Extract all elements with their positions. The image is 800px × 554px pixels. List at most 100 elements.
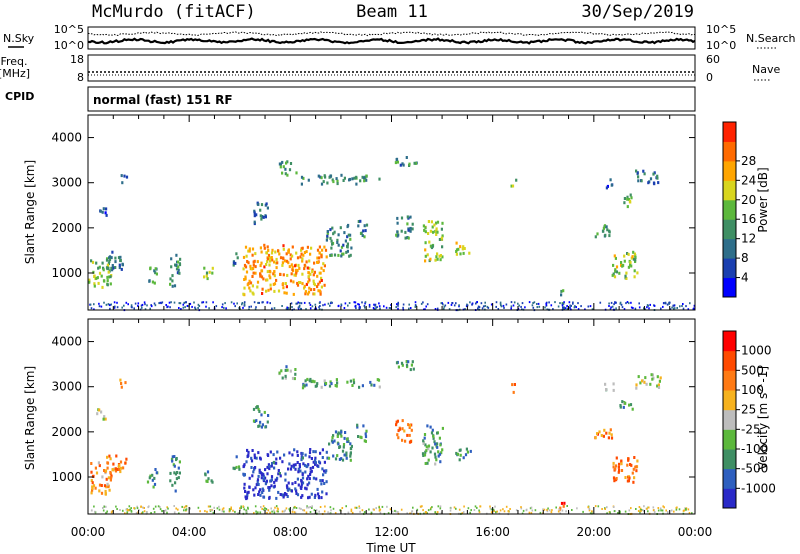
heatmap-cell [107,303,110,306]
heatmap-cell [365,174,368,178]
heatmap-cell [406,215,409,219]
heatmap-cell [625,302,627,305]
heatmap-cell [494,505,496,508]
heatmap-cell [338,457,341,461]
heatmap-cell [310,457,313,460]
heatmap-cell [657,509,660,512]
heatmap-cell [376,378,379,382]
heatmap-cell [632,257,635,261]
heatmap-cell [636,271,639,275]
heatmap-cell [270,507,272,510]
heatmap-cell [676,506,678,509]
heatmap-cell [308,271,311,275]
heatmap-cell [565,510,567,513]
heatmap-cell [282,257,285,261]
heatmap-cell [363,224,366,228]
heatmap-cell [175,457,178,460]
heatmap-cell [287,467,290,471]
heatmap-cell [370,383,373,387]
heatmap-cell [290,489,293,493]
heatmap-cell [634,254,637,258]
heatmap-cell [106,461,110,465]
heatmap-cell [468,251,471,255]
heatmap-cell [349,454,352,458]
heatmap-cell [322,304,324,307]
heatmap-cell [295,171,298,175]
heatmap-cell [118,468,121,471]
heatmap-cell [606,506,608,509]
heatmap-cell [476,301,478,303]
heatmap-cell [408,426,411,429]
heatmap-cell [340,430,343,434]
heatmap-cell [479,505,482,508]
heatmap-cell [396,433,399,437]
heatmap-cell [149,266,152,270]
heatmap-cell [281,376,284,380]
heatmap-cell [289,279,293,283]
heatmap-cell [300,302,303,305]
heatmap-cell [321,490,324,494]
heatmap-cell [436,442,439,446]
heatmap-cell [292,508,294,511]
heatmap-cell [435,255,438,259]
heatmap-cell [521,308,523,311]
heatmap-cell [309,473,312,476]
heatmap-cell [318,510,320,513]
heatmap-cell [102,207,105,211]
heatmap-cell [141,511,144,514]
heatmap-cell [259,274,262,278]
heatmap-cell [106,275,109,279]
heatmap-cell [283,510,285,513]
heatmap-cell [296,302,299,305]
heatmap-cell [281,305,283,307]
heatmap-cell [346,380,349,384]
heatmap-cell [611,273,614,277]
heatmap-cell [397,304,399,307]
heatmap-cell [355,506,358,509]
heatmap-cell [544,306,546,309]
heatmap-cell [520,305,522,308]
velocity-heatmap [90,360,693,516]
heatmap-cell [301,476,305,480]
heatmap-cell [513,383,516,386]
heatmap-cell [244,245,248,249]
heatmap-cell [409,229,412,233]
heatmap-cell [619,512,621,515]
heatmap-cell [153,511,156,514]
heatmap-cell [285,365,288,369]
heatmap-cell [466,450,469,454]
heatmap-cell [265,479,268,483]
heatmap-cell [103,505,106,508]
heatmap-cell [257,424,260,428]
heatmap-cell [101,475,104,479]
heatmap-cell [617,512,619,515]
cpid-text: normal (fast) 151 RF [93,93,233,107]
heatmap-cell [149,307,151,310]
heatmap-cell [634,307,637,310]
heatmap-cell [510,307,512,310]
heatmap-cell [604,382,607,386]
heatmap-cell [663,506,665,509]
heatmap-cell [243,473,246,477]
heatmap-cell [271,307,273,310]
colorbar-tick-label: -100 [741,442,768,456]
heatmap-cell [173,471,176,475]
heatmap-cell [221,508,224,511]
heatmap-cell [569,304,572,307]
heatmap-cell [397,365,400,369]
heatmap-cell [106,466,109,470]
heatmap-cell [517,302,519,305]
heatmap-cell [318,306,320,309]
heatmap-cell [400,508,403,511]
heatmap-cell [255,510,257,513]
heatmap-cell [323,510,326,513]
heatmap-cell [288,462,291,466]
heatmap-cell [177,268,180,272]
heatmap-cell [300,484,303,488]
heatmap-cell [575,306,577,309]
heatmap-cell [207,505,210,508]
heatmap-cell [289,162,293,165]
heatmap-cell [339,249,342,253]
heatmap-cell [297,470,300,474]
heatmap-cell [273,260,276,264]
